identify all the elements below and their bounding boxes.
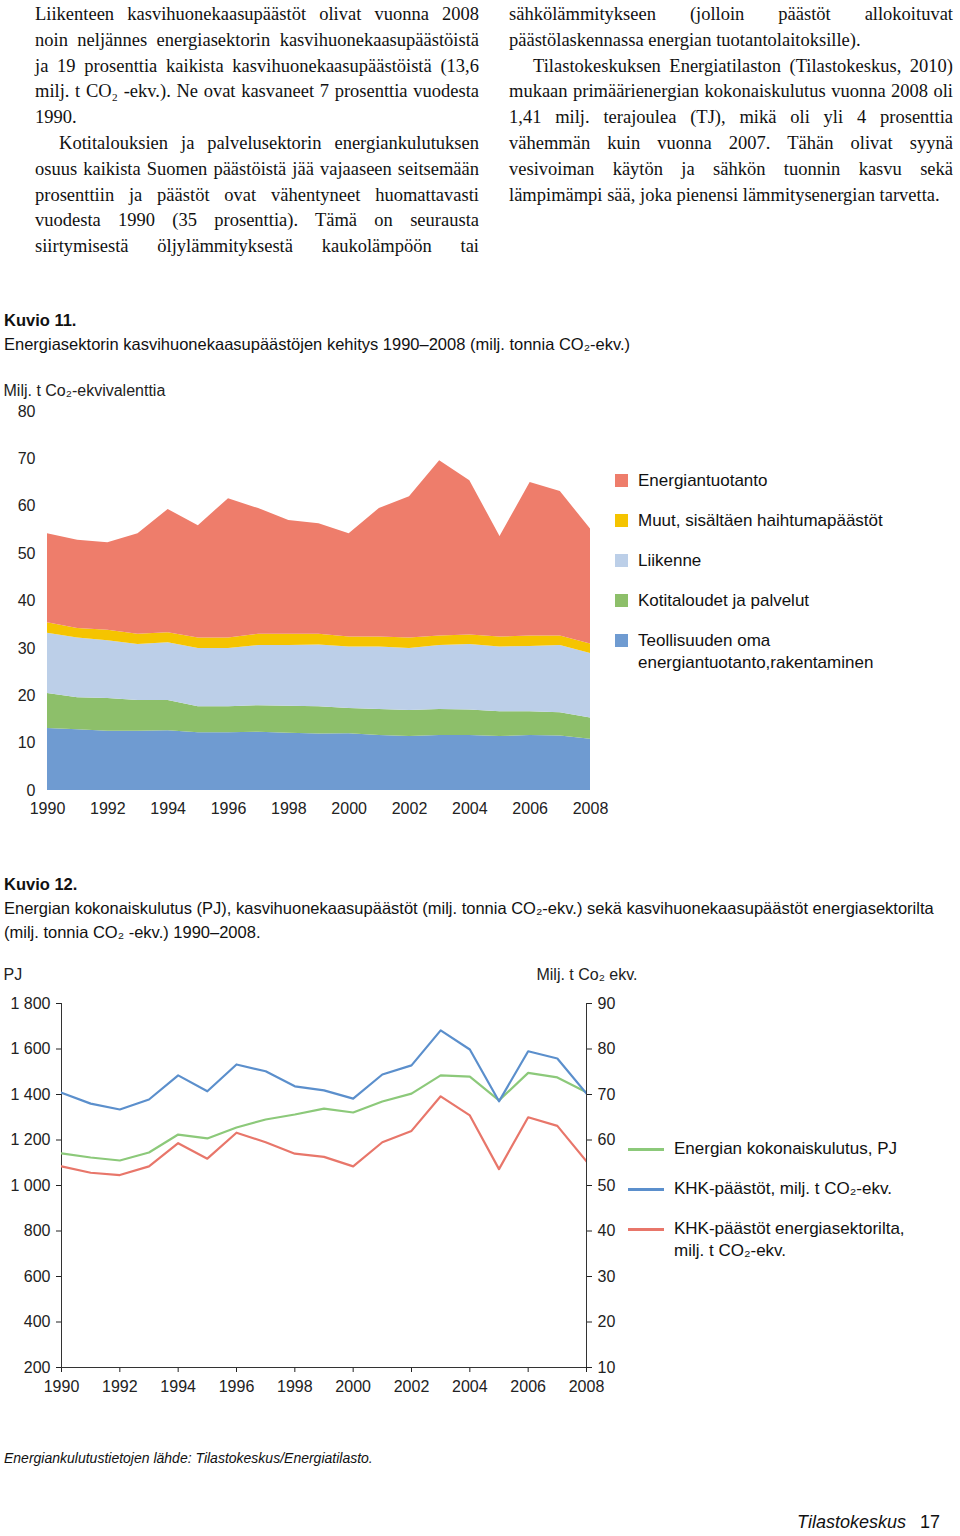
html-text:Liikenne: Liikenne <box>638 551 702 570</box>
svg-text:1998: 1998 <box>277 1378 313 1395</box>
svg-text:2006: 2006 <box>512 800 548 817</box>
svg-text:Milj. t Co₂ ekv.: Milj. t Co₂ ekv. <box>536 966 637 983</box>
svg-text:2004: 2004 <box>452 800 488 817</box>
svg-text:60: 60 <box>598 1131 616 1148</box>
svg-text:200: 200 <box>24 1359 51 1376</box>
html-text:Kotitaloudet ja palvelut: Kotitaloudet ja palvelut <box>638 591 810 610</box>
svg-text:60: 60 <box>18 497 36 514</box>
svg-text:2008: 2008 <box>569 1378 605 1395</box>
html-text:Kuvio 11.: Kuvio 11. <box>4 311 77 329</box>
svg-text:1992: 1992 <box>90 800 126 817</box>
html-text:KHK-päästöt, milj. t CO₂-ekv.: KHK-päästöt, milj. t CO₂-ekv. <box>674 1179 892 1198</box>
html-text:Energiantuotanto: Energiantuotanto <box>638 471 768 490</box>
svg-text:2002: 2002 <box>394 1378 430 1395</box>
svg-text:70: 70 <box>598 1086 616 1103</box>
svg-text:20: 20 <box>18 687 36 704</box>
html-text:Liikenteen kasvihuonekaasupääs: Liikenteen kasvihuonekaasupäästöt olivat… <box>35 4 479 128</box>
html-text:Tilastokeskus: Tilastokeskus <box>797 1512 906 1532</box>
html-text:Tilastokeskuksen Energiatilast: Tilastokeskuksen Energiatilaston (Tilast… <box>509 55 953 205</box>
svg-text:30: 30 <box>18 639 36 656</box>
svg-text:1 800: 1 800 <box>10 995 50 1012</box>
svg-text:Milj. t Co₂-ekvivalenttia: Milj. t Co₂-ekvivalenttia <box>4 382 166 399</box>
svg-text:1994: 1994 <box>150 800 186 817</box>
svg-text:1 000: 1 000 <box>10 1177 50 1194</box>
svg-text:0: 0 <box>27 782 36 799</box>
svg-text:800: 800 <box>24 1222 51 1239</box>
svg-text:600: 600 <box>24 1268 51 1285</box>
html-text:Kotitalouksien ja palvelusekto: Kotitalouksien ja palvelusektorin energi… <box>35 4 953 257</box>
svg-text:1990: 1990 <box>30 800 66 817</box>
html-text:Muut, sisältäen haihtumapäästö: Muut, sisältäen haihtumapäästöt <box>638 511 883 530</box>
svg-text:40: 40 <box>598 1222 616 1239</box>
svg-text:90: 90 <box>598 995 616 1012</box>
svg-text:1990: 1990 <box>44 1378 80 1395</box>
svg-text:30: 30 <box>598 1268 616 1285</box>
svg-text:20: 20 <box>598 1313 616 1330</box>
html-text:Energian kokonaiskulutus, PJ: Energian kokonaiskulutus, PJ <box>674 1139 897 1158</box>
svg-text:70: 70 <box>18 450 36 467</box>
html-text:KHK-päästöt energiasektorilta,: KHK-päästöt energiasektorilta, milj. t C… <box>674 1219 905 1260</box>
svg-text:2008: 2008 <box>573 800 609 817</box>
svg-text:2004: 2004 <box>452 1378 488 1395</box>
html-text:17: 17 <box>920 1512 940 1532</box>
svg-text:2000: 2000 <box>335 1378 371 1395</box>
svg-text:80: 80 <box>598 1040 616 1057</box>
html-text:Energiasektorin kasvihuonekaas: Energiasektorin kasvihuonekaasupäästöjen… <box>4 335 631 353</box>
svg-text:1 400: 1 400 <box>10 1086 50 1103</box>
html-text:Energiankulutustietojen lähde:: Energiankulutustietojen lähde: Tilastoke… <box>4 1450 373 1466</box>
html-text:Kuvio 12.: Kuvio 12. <box>4 875 78 893</box>
svg-text:1992: 1992 <box>102 1378 138 1395</box>
svg-text:40: 40 <box>18 592 36 609</box>
svg-text:1996: 1996 <box>219 1378 255 1395</box>
svg-text:10: 10 <box>18 734 36 751</box>
svg-text:1996: 1996 <box>211 800 247 817</box>
svg-text:1 600: 1 600 <box>10 1040 50 1057</box>
svg-text:50: 50 <box>18 545 36 562</box>
html-text:Teollisuuden oma energiantuota: Teollisuuden oma energiantuotanto,rakent… <box>638 631 874 672</box>
svg-text:80: 80 <box>18 403 36 420</box>
svg-text:2006: 2006 <box>510 1378 546 1395</box>
svg-text:2002: 2002 <box>392 800 428 817</box>
svg-text:1994: 1994 <box>160 1378 196 1395</box>
svg-text:10: 10 <box>598 1359 616 1376</box>
svg-text:400: 400 <box>24 1313 51 1330</box>
html-text:Energian kokonaiskulutus (PJ),: Energian kokonaiskulutus (PJ), kasvihuon… <box>4 899 934 941</box>
svg-text:PJ: PJ <box>4 966 23 983</box>
svg-text:1998: 1998 <box>271 800 307 817</box>
svg-text:1 200: 1 200 <box>10 1131 50 1148</box>
svg-text:50: 50 <box>598 1177 616 1194</box>
svg-text:2000: 2000 <box>331 800 367 817</box>
